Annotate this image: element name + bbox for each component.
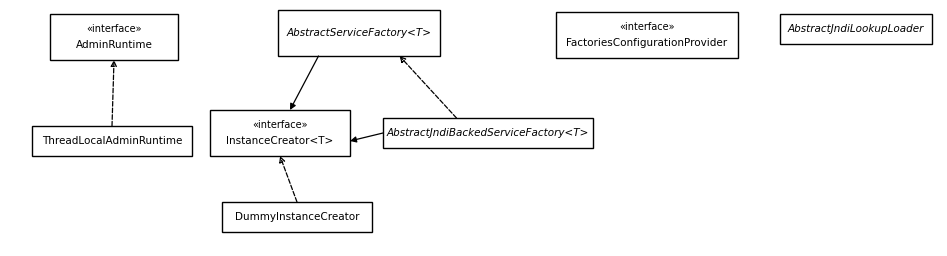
Text: «interface»: «interface» xyxy=(252,120,308,130)
Text: ThreadLocalAdminRuntime: ThreadLocalAdminRuntime xyxy=(42,136,182,146)
Text: AbstractJndiLookupLoader: AbstractJndiLookupLoader xyxy=(788,24,924,34)
Bar xyxy=(780,14,932,44)
Text: DummyInstanceCreator: DummyInstanceCreator xyxy=(235,212,359,222)
Bar xyxy=(32,126,192,156)
Text: AdminRuntime: AdminRuntime xyxy=(76,40,152,50)
Bar xyxy=(222,202,372,232)
Text: «interface»: «interface» xyxy=(619,22,675,32)
Bar xyxy=(50,14,178,60)
Bar xyxy=(556,12,738,58)
Text: «interface»: «interface» xyxy=(86,24,142,34)
Bar xyxy=(383,118,593,148)
Bar xyxy=(210,110,350,156)
Text: AbstractServiceFactory<T>: AbstractServiceFactory<T> xyxy=(287,28,432,38)
Text: InstanceCreator<T>: InstanceCreator<T> xyxy=(226,136,333,146)
Bar xyxy=(278,10,440,56)
Text: AbstractJndiBackedServiceFactory<T>: AbstractJndiBackedServiceFactory<T> xyxy=(386,128,589,138)
Text: FactoriesConfigurationProvider: FactoriesConfigurationProvider xyxy=(566,38,727,48)
